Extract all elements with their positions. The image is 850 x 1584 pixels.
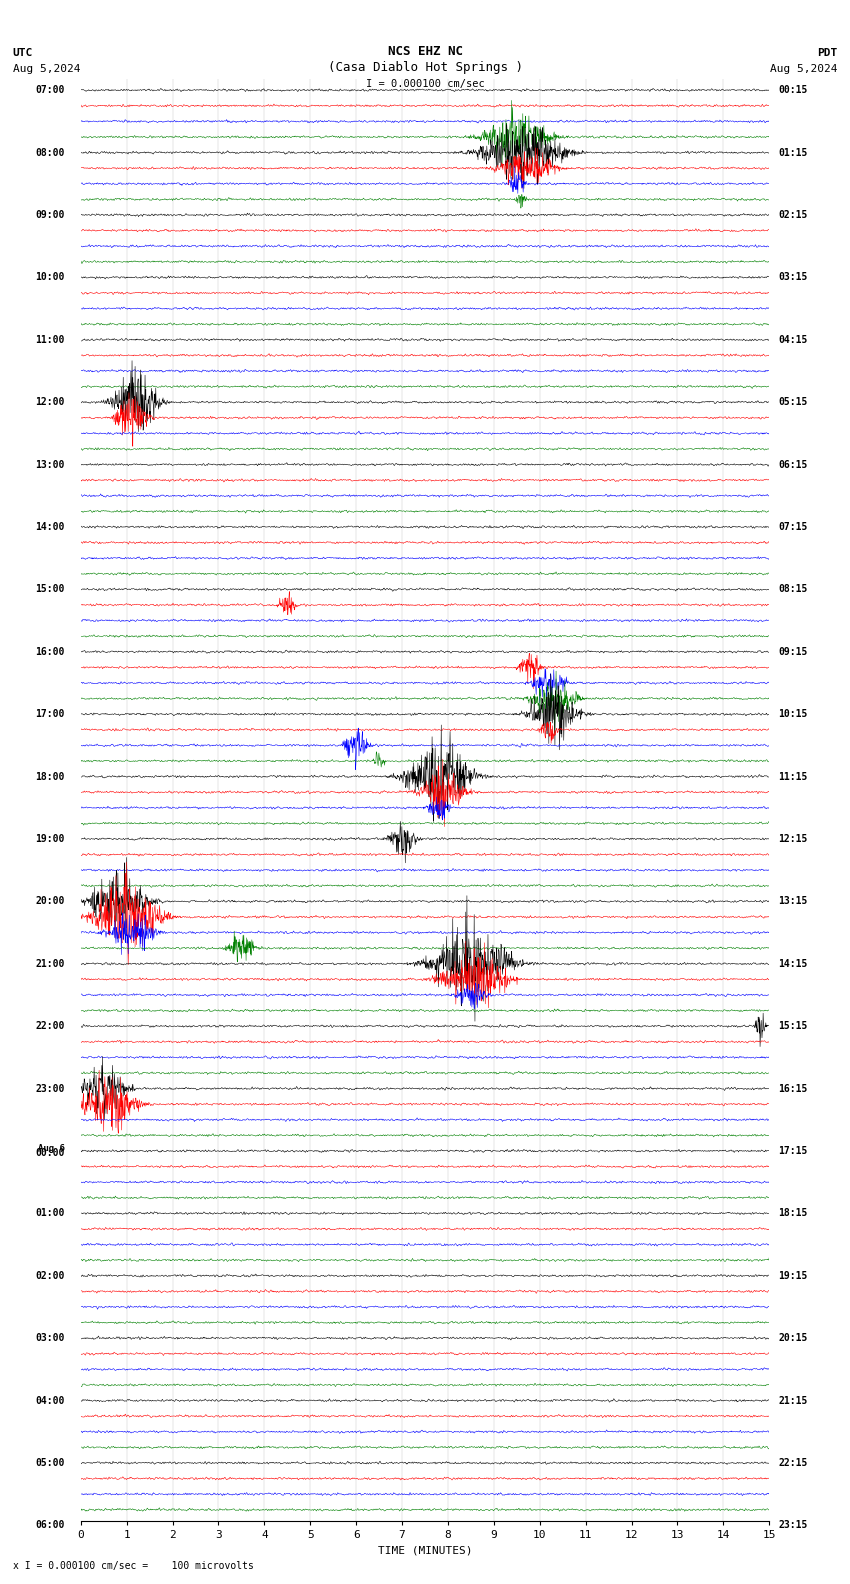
Text: PDT: PDT bbox=[817, 48, 837, 57]
Text: 11:00: 11:00 bbox=[36, 334, 65, 345]
Text: 08:15: 08:15 bbox=[779, 584, 808, 594]
Text: 00:00: 00:00 bbox=[36, 1148, 65, 1158]
Text: 22:00: 22:00 bbox=[36, 1022, 65, 1031]
Text: 02:00: 02:00 bbox=[36, 1270, 65, 1281]
Text: 23:15: 23:15 bbox=[779, 1521, 808, 1530]
Text: 04:00: 04:00 bbox=[36, 1396, 65, 1405]
Text: 09:00: 09:00 bbox=[36, 211, 65, 220]
Text: Aug 6: Aug 6 bbox=[37, 1144, 65, 1153]
Text: 21:00: 21:00 bbox=[36, 958, 65, 969]
Text: 03:15: 03:15 bbox=[779, 272, 808, 282]
Text: 21:15: 21:15 bbox=[779, 1396, 808, 1405]
Text: 13:15: 13:15 bbox=[779, 897, 808, 906]
Text: 18:00: 18:00 bbox=[36, 771, 65, 781]
Text: 09:15: 09:15 bbox=[779, 646, 808, 657]
Text: 05:00: 05:00 bbox=[36, 1457, 65, 1468]
Text: 01:15: 01:15 bbox=[779, 147, 808, 157]
Text: 17:15: 17:15 bbox=[779, 1145, 808, 1156]
Text: I = 0.000100 cm/sec: I = 0.000100 cm/sec bbox=[366, 79, 484, 89]
Text: 12:15: 12:15 bbox=[779, 833, 808, 844]
Text: 23:00: 23:00 bbox=[36, 1083, 65, 1093]
Text: 14:15: 14:15 bbox=[779, 958, 808, 969]
Text: UTC: UTC bbox=[13, 48, 33, 57]
Text: 06:15: 06:15 bbox=[779, 459, 808, 469]
Text: Aug 5,2024: Aug 5,2024 bbox=[13, 63, 80, 73]
Text: 14:00: 14:00 bbox=[36, 521, 65, 532]
Text: 19:00: 19:00 bbox=[36, 833, 65, 844]
Text: 10:15: 10:15 bbox=[779, 710, 808, 719]
Text: 07:15: 07:15 bbox=[779, 521, 808, 532]
Text: 00:15: 00:15 bbox=[779, 86, 808, 95]
Text: 20:00: 20:00 bbox=[36, 897, 65, 906]
Text: NCS EHZ NC: NCS EHZ NC bbox=[388, 44, 462, 57]
Text: 05:15: 05:15 bbox=[779, 398, 808, 407]
X-axis label: TIME (MINUTES): TIME (MINUTES) bbox=[377, 1546, 473, 1555]
Text: (Casa Diablo Hot Springs ): (Casa Diablo Hot Springs ) bbox=[327, 60, 523, 73]
Text: 16:00: 16:00 bbox=[36, 646, 65, 657]
Text: 08:00: 08:00 bbox=[36, 147, 65, 157]
Text: 02:15: 02:15 bbox=[779, 211, 808, 220]
Text: x I = 0.000100 cm/sec =    100 microvolts: x I = 0.000100 cm/sec = 100 microvolts bbox=[13, 1562, 253, 1571]
Text: 19:15: 19:15 bbox=[779, 1270, 808, 1281]
Text: 15:15: 15:15 bbox=[779, 1022, 808, 1031]
Text: 07:00: 07:00 bbox=[36, 86, 65, 95]
Text: 01:00: 01:00 bbox=[36, 1209, 65, 1218]
Text: 06:00: 06:00 bbox=[36, 1521, 65, 1530]
Text: 17:00: 17:00 bbox=[36, 710, 65, 719]
Text: 18:15: 18:15 bbox=[779, 1209, 808, 1218]
Text: 04:15: 04:15 bbox=[779, 334, 808, 345]
Text: 22:15: 22:15 bbox=[779, 1457, 808, 1468]
Text: 10:00: 10:00 bbox=[36, 272, 65, 282]
Text: 11:15: 11:15 bbox=[779, 771, 808, 781]
Text: 12:00: 12:00 bbox=[36, 398, 65, 407]
Text: Aug 5,2024: Aug 5,2024 bbox=[770, 63, 837, 73]
Text: 16:15: 16:15 bbox=[779, 1083, 808, 1093]
Text: 03:00: 03:00 bbox=[36, 1334, 65, 1343]
Text: 20:15: 20:15 bbox=[779, 1334, 808, 1343]
Text: 13:00: 13:00 bbox=[36, 459, 65, 469]
Text: 15:00: 15:00 bbox=[36, 584, 65, 594]
